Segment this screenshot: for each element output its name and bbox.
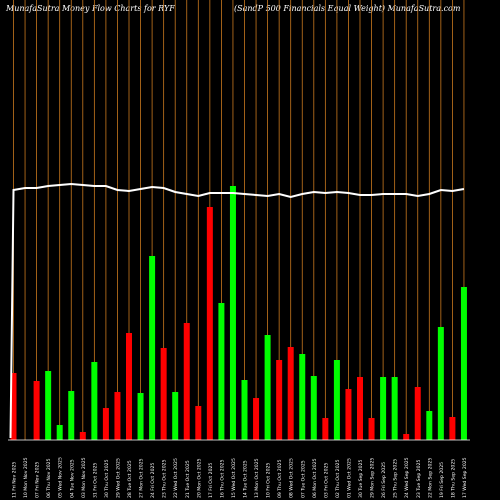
money-flow-bar (426, 411, 433, 440)
x-tick-label: 03 Mon Nov 2025 (81, 457, 87, 498)
money-flow-bar (229, 186, 236, 440)
x-tick-label: 19 Fri Sep 2025 (439, 462, 445, 498)
x-tick-label: 04 Tue Nov 2025 (69, 459, 75, 498)
x-tick-label: 06 Mon Oct 2025 (312, 458, 318, 498)
x-tick-label: 13 Mon Oct 2025 (254, 458, 260, 498)
money-flow-bar (391, 377, 398, 440)
money-flow-bar (460, 287, 467, 440)
x-tick-label: 27 Mon Oct 2025 (139, 458, 145, 498)
money-flow-bar (345, 389, 352, 440)
x-tick-label: 07 Fri Nov 2025 (35, 462, 41, 498)
money-flow-bar (56, 425, 63, 440)
money-flow-bar (449, 417, 456, 440)
x-tick-label: 28 Tue Oct 2025 (127, 460, 133, 498)
money-flow-bars (10, 186, 467, 440)
x-tick-label: 05 Wed Nov 2025 (58, 457, 64, 498)
money-flow-bar (414, 387, 421, 440)
money-flow-bar (172, 392, 179, 440)
x-tick-label: 10 Fri Oct 2025 (266, 463, 272, 498)
money-flow-bar (206, 207, 213, 440)
money-flow-bar (114, 392, 121, 440)
x-tick-label: 30 Thu Oct 2025 (104, 459, 110, 498)
x-tick-label: 24 Fri Oct 2025 (150, 463, 156, 498)
x-tick-label: 01 Wed Oct 2025 (346, 458, 352, 498)
x-tick-label: 14 Tue Oct 2025 (243, 460, 249, 498)
money-flow-bar (137, 393, 144, 440)
money-flow-bar (126, 333, 132, 440)
x-tick-label: 20 Mon Oct 2025 (196, 458, 202, 498)
x-tick-label: 10 Mon Nov 2025 (23, 457, 29, 498)
money-flow-bar (91, 362, 98, 440)
x-tick-label: 17 Fri Oct 2025 (208, 463, 214, 498)
x-tick-label: 25 Thu Sep 2025 (393, 459, 399, 498)
chart-title: MunafaSutra Money Flow Charts for RYF (6, 4, 175, 13)
x-tick-label: 22 Mon Sep 2025 (427, 458, 433, 498)
money-flow-bar (79, 432, 86, 440)
money-flow-bar (287, 347, 294, 440)
money-flow-bar (195, 406, 202, 440)
money-flow-bar (333, 360, 340, 440)
money-flow-bar (299, 354, 306, 440)
money-flow-bar (276, 360, 283, 440)
chart-subtitle: (SandP 500 Financials Equal Weight) Muna… (234, 4, 461, 13)
x-tick-label: 31 Fri Oct 2025 (92, 463, 98, 498)
price-line-layer (9, 182, 465, 439)
money-flow-bar (33, 381, 40, 440)
money-flow-bar (68, 391, 75, 440)
x-tick-label: 08 Wed Oct 2025 (289, 458, 295, 498)
x-tick-label: 30 Tue Sep 2025 (358, 460, 364, 498)
price-line (9, 182, 465, 439)
money-flow-bar (45, 371, 52, 440)
money-flow-bar (322, 418, 329, 440)
x-tick-label: 17 Wed Sep 2025 (462, 457, 468, 498)
x-tick-label: 29 Wed Oct 2025 (115, 458, 121, 498)
x-tick-labels: 11 Fri Nov 2025 10 Mon Nov 2025 07 Fri Nov… (12, 457, 468, 498)
money-flow-bar (102, 408, 109, 440)
x-tick-label: 29 Mon Sep 2025 (370, 458, 376, 498)
money-flow-bar (264, 335, 271, 440)
money-flow-bar (403, 434, 410, 440)
money-flow-bar (380, 377, 387, 440)
x-tick-label: 15 Wed Oct 2025 (231, 458, 237, 498)
x-tick-label: 11 Fri Nov 2025 (12, 462, 18, 498)
money-flow-bar (218, 303, 225, 440)
money-flow-bar (149, 256, 156, 440)
x-tick-label: 26 Fri Sep 2025 (381, 462, 387, 498)
x-tick-label: 16 Thu Oct 2025 (219, 459, 225, 498)
x-tick-label: 03 Fri Oct 2025 (323, 463, 329, 498)
x-tick-label: 21 Tue Oct 2025 (185, 460, 191, 498)
money-flow-bar (241, 380, 248, 440)
money-flow-bar (160, 348, 167, 440)
money-flow-bar (357, 377, 363, 440)
money-flow-bar (437, 327, 444, 440)
x-tick-label: 24 Wed Sep 2025 (404, 457, 410, 498)
x-tick-label: 06 Thu Nov 2025 (46, 458, 52, 498)
money-flow-bar (310, 376, 317, 440)
x-tick-label: 02 Thu Oct 2025 (335, 459, 341, 498)
x-tick-label: 23 Tue Sep 2025 (416, 460, 422, 498)
money-flow-bar (368, 418, 375, 440)
x-tick-label: 23 Thu Oct 2025 (162, 459, 168, 498)
x-tick-label: 22 Wed Oct 2025 (173, 458, 179, 498)
money-flow-bar (253, 398, 260, 440)
x-tick-label: 07 Tue Oct 2025 (300, 460, 306, 498)
grid-lines (13, 0, 465, 440)
money-flow-bar (10, 373, 17, 440)
money-flow-bar (183, 323, 190, 440)
x-tick-label: 09 Thu Oct 2025 (277, 459, 283, 498)
x-tick-label: 18 Thu Sep 2025 (450, 459, 456, 498)
